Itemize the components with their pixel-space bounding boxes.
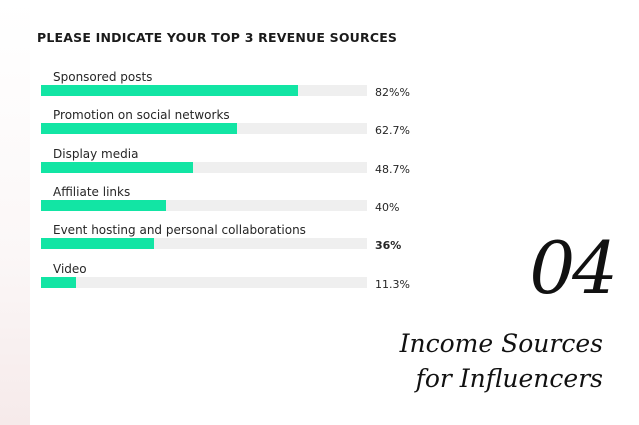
bar-track-event-hosting-and-personal-collaborations xyxy=(41,238,367,249)
chart-title: PLEASE INDICATE YOUR TOP 3 REVENUE SOURC… xyxy=(37,30,398,45)
value-label-event-hosting-and-personal-collaborations: 36% xyxy=(375,239,402,252)
category-label-video: Video xyxy=(53,262,87,276)
value-label-sponsored-posts: 82%% xyxy=(375,86,410,99)
bar-track-sponsored-posts xyxy=(41,85,367,96)
bar-track-promotion-on-social-networks xyxy=(41,123,367,134)
bar-promotion-on-social-networks xyxy=(41,123,238,134)
bar-track-video xyxy=(41,277,367,288)
page-edge-decoration xyxy=(0,0,30,425)
section-title-line-2: for Influencers xyxy=(415,364,603,393)
bar-sponsored-posts xyxy=(41,85,298,96)
category-label-promotion-on-social-networks: Promotion on social networks xyxy=(53,108,230,122)
category-label-event-hosting-and-personal-collaborations: Event hosting and personal collaboration… xyxy=(53,223,306,237)
bar-event-hosting-and-personal-collaborations xyxy=(41,238,154,249)
bar-track-affiliate-links xyxy=(41,200,367,211)
bar-display-media xyxy=(41,162,194,173)
section-number: 04 xyxy=(529,226,618,310)
category-label-display-media: Display media xyxy=(53,147,139,161)
value-label-display-media: 48.7% xyxy=(375,163,410,176)
section-title-line-1: Income Sources xyxy=(399,329,603,358)
category-label-sponsored-posts: Sponsored posts xyxy=(53,70,153,84)
value-label-video: 11.3% xyxy=(375,278,410,291)
bar-affiliate-links xyxy=(41,200,167,211)
section-title: Income Sources for Influencers xyxy=(400,326,603,396)
revenue-sources-bar-chart: Sponsored posts 82%% Promotion on social n… xyxy=(0,0,430,300)
bar-track-display-media xyxy=(41,162,367,173)
value-label-promotion-on-social-networks: 62.7% xyxy=(375,124,410,137)
bar-video xyxy=(41,277,77,288)
value-label-affiliate-links: 40% xyxy=(375,201,400,214)
category-label-affiliate-links: Affiliate links xyxy=(53,185,131,199)
